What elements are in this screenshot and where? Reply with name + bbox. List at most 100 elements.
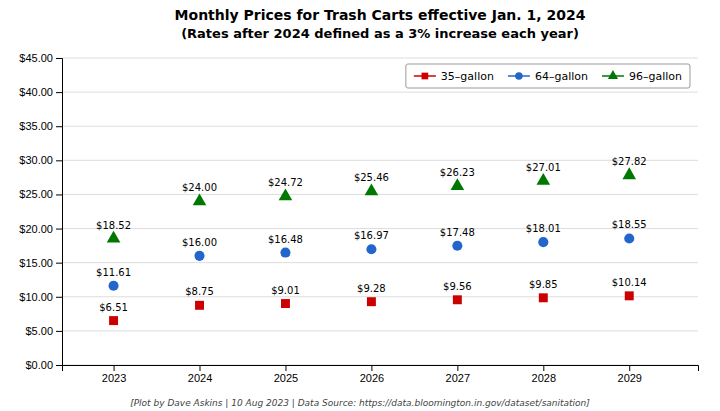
point [281, 299, 290, 308]
grid-line [62, 194, 698, 195]
tick-mark [56, 297, 62, 298]
tick-mark [200, 365, 201, 371]
grid-line [62, 262, 698, 263]
point [451, 178, 465, 190]
data-label: $25.46 [354, 172, 389, 183]
subtitle: (Rates after 2024 defined as a 3% increa… [181, 26, 579, 41]
grid-line [62, 126, 698, 127]
title: Monthly Prices for Trash Carts effective… [175, 7, 586, 23]
data-label: $16.48 [268, 234, 303, 245]
data-label: $9.56 [443, 281, 472, 292]
legend-item: 96–gallon [602, 70, 682, 83]
point [109, 281, 119, 291]
data-label: $24.00 [182, 182, 217, 193]
legend-box [406, 64, 690, 88]
grid-line [62, 160, 698, 161]
y-tick: $45.00 [19, 52, 62, 64]
tick-mark [56, 126, 62, 127]
tick-mark [56, 263, 62, 264]
x-tick: 2029 [618, 365, 642, 384]
data-label: $27.82 [612, 156, 647, 167]
tick-mark [629, 365, 630, 371]
data-label: $18.52 [96, 220, 131, 231]
grid-line [62, 58, 698, 59]
tick-label: $20.00 [19, 223, 53, 235]
legend: 35–gallon 64–gallon 96–gallon [406, 64, 690, 88]
tick-mark [543, 365, 544, 371]
data-label: $16.00 [182, 237, 217, 248]
grid-line [62, 228, 698, 229]
point [365, 183, 379, 195]
tick-mark [457, 365, 458, 371]
tick-label: $0.00 [25, 359, 53, 371]
tick-mark [56, 229, 62, 230]
tick-label: 2026 [360, 372, 384, 384]
marks [107, 167, 636, 325]
legend-label: 64–gallon [535, 70, 588, 83]
y-axis: $0.00 $5.00 $10.00 $15.00 $20.00 $25.00 $30.00… [19, 52, 62, 371]
y-tick: $0.00 [25, 359, 62, 371]
tick-label: 2024 [188, 372, 212, 384]
tick-label: $5.00 [25, 325, 53, 337]
legend-marker [515, 72, 523, 80]
tick-label: 2028 [532, 372, 556, 384]
point [366, 244, 376, 254]
data-label: $18.55 [612, 219, 647, 230]
legend-label: 96–gallon [629, 70, 682, 83]
point [452, 241, 462, 251]
legend-marker [608, 70, 618, 79]
data-label: $24.72 [268, 177, 303, 188]
tick-mark [56, 194, 62, 195]
grid-line [62, 330, 698, 331]
tick-mark [371, 365, 372, 371]
y-tick: $30.00 [19, 154, 62, 166]
x-tick: 2025 [274, 365, 298, 384]
data-label: $8.75 [185, 286, 214, 297]
point [195, 301, 204, 310]
tick-mark [285, 365, 286, 371]
x-axis: 2023 2024 2025 2026 2027 2028 2029 [63, 365, 699, 384]
grid [62, 58, 698, 365]
tick-label: $15.00 [19, 257, 53, 269]
y-tick: $40.00 [19, 86, 62, 98]
x-tick: 2027 [446, 365, 470, 384]
y-tick: $10.00 [19, 291, 62, 303]
tick-mark [56, 331, 62, 332]
legend-item: 35–gallon [414, 70, 494, 83]
point [624, 233, 634, 243]
data-label: $9.01 [271, 285, 300, 296]
data-label: $18.01 [526, 223, 561, 234]
point [194, 251, 204, 261]
y-tick: $15.00 [19, 257, 62, 269]
data-label: $10.14 [612, 277, 647, 288]
tick-label: $25.00 [19, 188, 53, 200]
y-tick: $5.00 [25, 325, 62, 337]
tick-label: 2027 [446, 372, 470, 384]
y-tick: $35.00 [19, 120, 62, 132]
point [538, 237, 548, 247]
data-label: $11.61 [96, 267, 131, 278]
tick-label: $35.00 [19, 120, 53, 132]
point [367, 297, 376, 306]
chart: Monthly Prices for Trash Carts effective… [0, 0, 720, 411]
point [107, 231, 121, 243]
tick-label: 2025 [274, 372, 298, 384]
tick-label: 2029 [618, 372, 642, 384]
data-label: $9.28 [357, 283, 386, 294]
tick-label: $45.00 [19, 52, 53, 64]
tick-mark [56, 92, 62, 93]
point [537, 173, 551, 185]
series [107, 167, 636, 242]
point [279, 189, 293, 201]
tick-mark [114, 365, 115, 371]
data-label: $17.48 [440, 227, 475, 238]
point [625, 291, 634, 300]
grid-line [62, 92, 698, 93]
data-labels: $6.51$8.75$9.01$9.28$9.56$9.85$10.14$11.… [96, 156, 647, 312]
tick-label: 2023 [102, 372, 126, 384]
legend-label: 35–gallon [441, 70, 494, 83]
point [453, 295, 462, 304]
x-tick: 2026 [360, 365, 384, 384]
x-tick: 2024 [188, 365, 212, 384]
point [539, 293, 548, 302]
